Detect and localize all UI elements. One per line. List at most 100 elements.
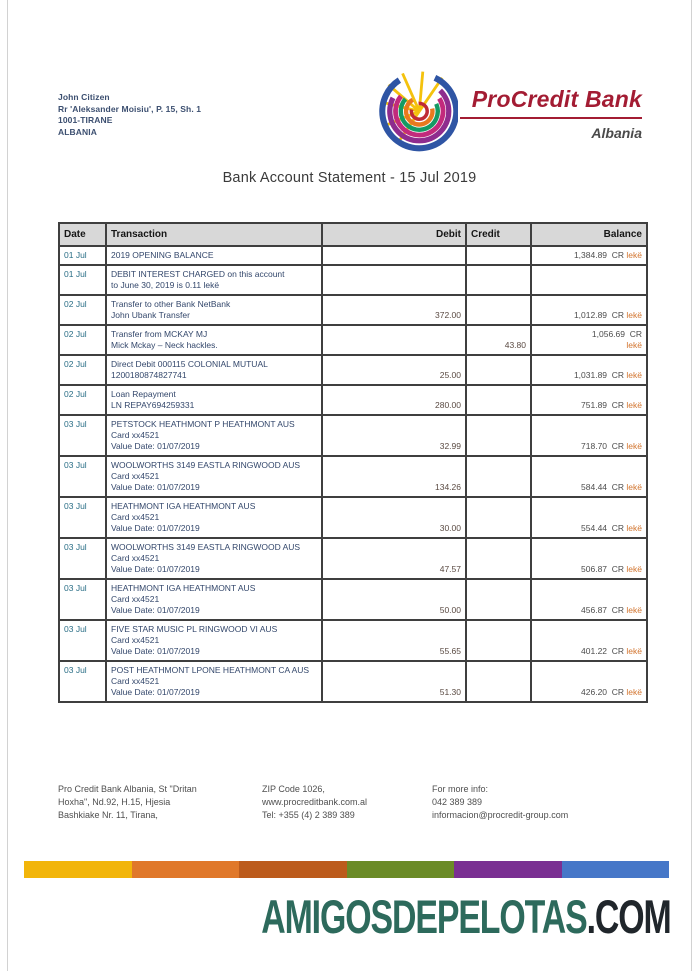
cell-balance: 1,031.89 CR lekë [530,354,648,386]
stripe-segment [561,861,669,878]
transaction-line: Card xx4521 [111,553,160,563]
table-row: 02 Jul Transfer from MCKAY MJ Mick Mckay –… [58,324,648,356]
cell-date: 03 Jul [58,537,107,580]
transaction-line: to June 30, 2019 is 0.11 lekë [111,280,220,290]
stripe-segment [24,861,132,878]
brand-name: ProCredit Bank [471,86,642,112]
transaction-line: Value Date: 01/07/2019 [111,441,200,451]
address-line: Rr 'Aleksander Moisiu', P. 15, Sh. 1 [58,103,202,114]
footer-line: ZIP Code 1026, [262,784,325,794]
currency-unit: lekë [626,687,642,697]
table-row: 01 Jul 2019 OPENING BALANCE 1,384.89 CR le… [58,245,648,266]
transaction-line: Card xx4521 [111,594,160,604]
brand-underline [459,117,642,119]
footer-line: www.procreditbank.com.al [262,797,368,807]
stripe-segment [454,861,562,878]
cell-credit [465,455,532,498]
cell-transaction: Transfer to other Bank NetBank John Ubank… [105,294,323,326]
page-edge-left [7,0,8,971]
transaction-line: Card xx4521 [111,430,160,440]
footer-line: 042 389 389 [432,797,483,807]
transaction-line: FIVE STAR MUSIC PL RINGWOOD VI AUS [111,624,278,634]
cell-balance: 506.87 CR lekë [530,537,648,580]
cell-transaction: Transfer from MCKAY MJ Mick Mckay – Neck … [105,324,323,356]
cell-date: 01 Jul [58,264,107,296]
cell-transaction: Loan Repayment LN REPAY694259331 [105,384,323,416]
footer-line: informacion@procredit-group.com [432,810,569,820]
cell-debit: 30.00 [321,496,467,539]
cell-transaction: HEATHMONT IGA HEATHMONT AUS Card xx4521 Va… [105,496,323,539]
cell-transaction: WOOLWORTHS 3149 EASTLA RINGWOOD AUS Card … [105,537,323,580]
table-row: 02 Jul Transfer to other Bank NetBank John… [58,294,648,326]
cell-date: 03 Jul [58,660,107,703]
table-row: 03 Jul POST HEATHMONT LPONE HEATHMONT CA … [58,660,648,703]
footer-column: Pro Credit Bank Albania, St "Dritan Hoxha… [58,783,256,822]
currency-unit: lekë [626,340,642,350]
cell-credit [465,384,532,416]
cell-transaction: WOOLWORTHS 3149 EASTLA RINGWOOD AUS Card … [105,455,323,498]
address-line: John Citizen [58,92,110,102]
cell-debit: 372.00 [321,294,467,326]
header-debit: Debit [321,222,467,247]
cell-balance [530,264,648,296]
cell-debit [321,324,467,356]
cell-balance: 1,384.89 CR lekë [530,245,648,266]
cell-date: 03 Jul [58,619,107,662]
cell-date: 01 Jul [58,245,107,266]
table-row: 02 Jul Direct Debit 000115 COLONIAL MUTUA… [58,354,648,386]
transaction-line: Card xx4521 [111,676,160,686]
transaction-line: HEATHMONT IGA HEATHMONT AUS [111,501,256,511]
transaction-line: Value Date: 01/07/2019 [111,482,200,492]
cell-debit: 51.30 [321,660,467,703]
cell-debit: 32.99 [321,414,467,457]
brand-color-stripe [24,861,669,878]
currency-unit: lekë [626,310,642,320]
cell-date: 03 Jul [58,496,107,539]
cell-date: 02 Jul [58,384,107,416]
header-date: Date [58,222,107,247]
cell-transaction: FIVE STAR MUSIC PL RINGWOOD VI AUS Card x… [105,619,323,662]
currency-unit: lekë [626,482,642,492]
currency-unit: lekë [626,564,642,574]
brand-region: Albania [591,125,642,141]
cell-date: 03 Jul [58,578,107,621]
currency-unit: lekë [626,250,642,260]
cell-transaction: 2019 OPENING BALANCE [105,245,323,266]
transaction-line: POST HEATHMONT LPONE HEATHMONT CA AUS [111,665,310,675]
footer-line: Bashkiake Nr. 11, Tirana, [58,810,158,820]
transaction-line: Loan Repayment [111,389,176,399]
address-line: ALBANIA [58,126,97,137]
cell-balance: 1,056.69 CR lekë [530,324,648,356]
cell-credit [465,414,532,457]
transaction-line: Mick Mckay – Neck hackles. [111,340,218,350]
transaction-line: Value Date: 01/07/2019 [111,523,200,533]
cell-credit [465,294,532,326]
currency-unit: lekë [626,646,642,656]
cell-balance: 584.44 CR lekë [530,455,648,498]
header-credit: Credit [465,222,532,247]
transaction-line: WOOLWORTHS 3149 EASTLA RINGWOOD AUS [111,542,301,552]
cell-debit: 50.00 [321,578,467,621]
cell-balance: 1,012.89 CR lekë [530,294,648,326]
cell-balance: 718.70 CR lekë [530,414,648,457]
cell-debit: 134.26 [321,455,467,498]
footer-column: ZIP Code 1026, www.procreditbank.com.al Te… [262,783,426,822]
cell-transaction: PETSTOCK HEATHMONT P HEATHMONT AUS Card x… [105,414,323,457]
cell-credit [465,537,532,580]
cell-credit: 43.80 [465,324,532,356]
cell-debit: 280.00 [321,384,467,416]
transaction-line: 1200180874827741 [111,370,187,380]
stripe-segment [346,861,454,878]
table-row: 03 Jul FIVE STAR MUSIC PL RINGWOOD VI AUS… [58,619,648,662]
table-row: 01 Jul DEBIT INTEREST CHARGED on this acc… [58,264,648,296]
transaction-line: Card xx4521 [111,471,160,481]
transaction-line: DEBIT INTEREST CHARGED on this account [111,269,285,279]
cell-debit [321,245,467,266]
header-transaction: Transaction [105,222,323,247]
cell-debit: 55.65 [321,619,467,662]
cell-date: 02 Jul [58,354,107,386]
recipient-address: John Citizen Rr 'Aleksander Moisiu', P. 1… [58,92,201,138]
footer-line: Tel: +355 (4) 2 389 389 [262,810,355,820]
table-row: 03 Jul WOOLWORTHS 3149 EASTLA RINGWOOD AU… [58,455,648,498]
